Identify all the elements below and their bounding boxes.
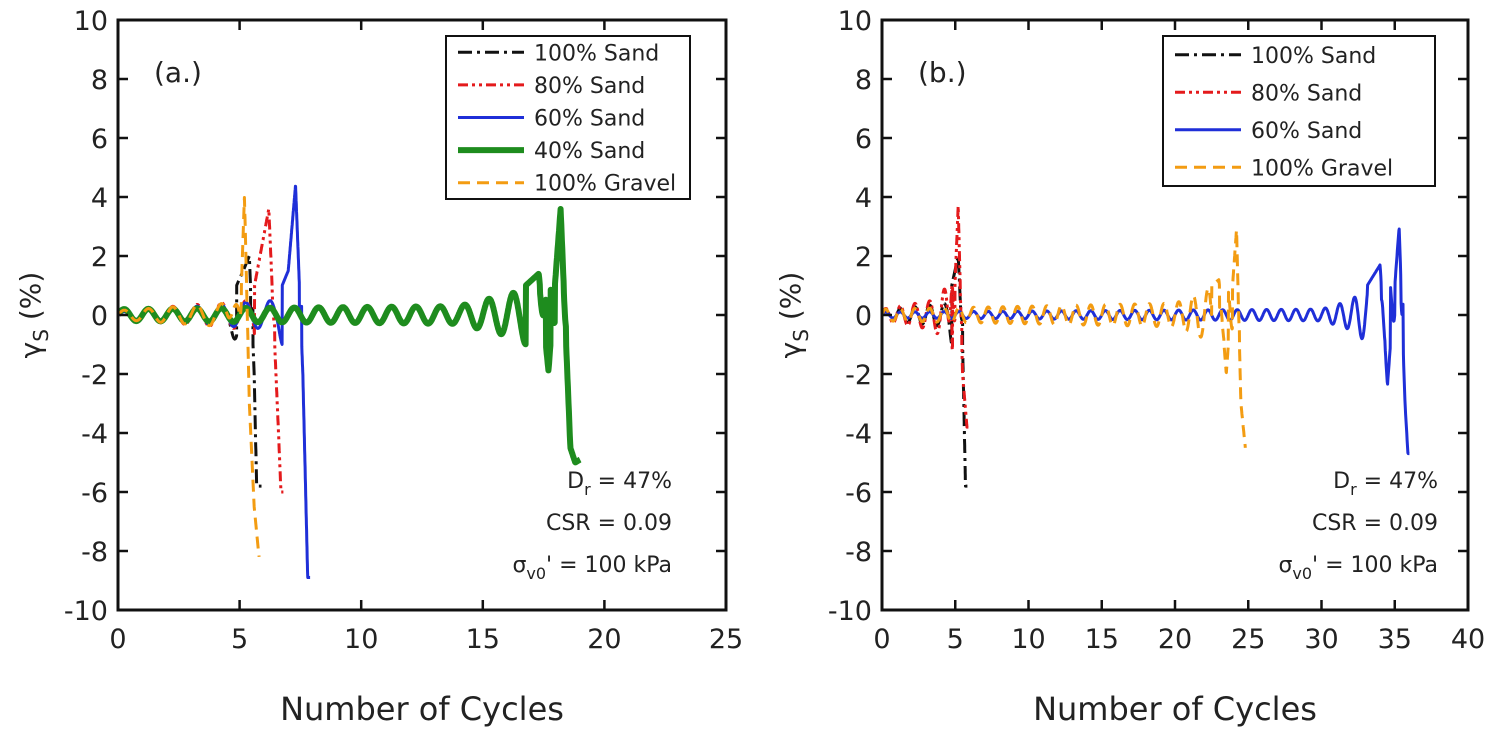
legend-label-40-sand: 40% Sand — [534, 139, 645, 164]
legend-label-60-sand: 60% Sand — [534, 107, 645, 132]
y-tick-label: -10 — [64, 596, 108, 627]
x-tick-label: 15 — [1085, 624, 1119, 655]
y-axis-title-unit: (%) — [774, 272, 807, 329]
y-tick-label: 0 — [91, 301, 108, 332]
series-line-40-sand — [118, 206, 583, 466]
y-tick-label: 0 — [855, 301, 872, 332]
series-line-100-gravel — [882, 228, 1247, 448]
annotation-rest: = 47% — [1357, 469, 1438, 494]
y-tick-label: 4 — [855, 183, 872, 214]
y-tick-label: 6 — [855, 124, 872, 155]
panel-label: (b.) — [918, 56, 967, 89]
y-tick-label: 2 — [91, 242, 108, 273]
annotation-symbol: σ — [512, 553, 526, 578]
x-tick-label: 10 — [1011, 624, 1045, 655]
y-tick-label: -6 — [81, 478, 108, 509]
y-axis-title-unit: (%) — [14, 272, 47, 329]
annotation: Dr = 47% — [567, 469, 672, 499]
y-tick-label: 6 — [91, 124, 108, 155]
y-tick-label: -2 — [81, 360, 108, 391]
series-line-100-sand — [882, 254, 970, 488]
annotation-symbol: σ — [1278, 553, 1292, 578]
annotation: σv0' = 100 kPa — [512, 553, 672, 583]
y-tick-label: -2 — [845, 360, 872, 391]
y-tick-label: 10 — [74, 6, 108, 37]
y-axis-title-subscript: S — [29, 329, 53, 342]
y-tick-label: -10 — [828, 596, 872, 627]
y-tick-label: -8 — [81, 537, 108, 568]
panel-b: -10 -8 -6 -4 -2 0 2 4 6 8 10 0 5 10 15 20 25 30 35 40 Number… — [774, 6, 1485, 728]
annotation-subscript: r — [1350, 480, 1357, 499]
annotation-subscript: r — [584, 480, 591, 499]
legend-label-100-gravel: 100% Gravel — [1251, 156, 1393, 181]
x-tick-label: 0 — [109, 624, 126, 655]
series-line-80-sand — [118, 207, 285, 494]
y-tick-label: -8 — [845, 537, 872, 568]
annotation: CSR = 0.09 — [1312, 511, 1438, 536]
annotation-rest: = 47% — [591, 469, 672, 494]
y-axis-title-subscript: S — [789, 329, 813, 342]
y-tick-label: 2 — [855, 242, 872, 273]
y-tick-label: 10 — [838, 6, 872, 37]
x-tick-label: 15 — [466, 624, 500, 655]
panel-label: (a.) — [154, 56, 202, 89]
x-tick-label: 40 — [1451, 624, 1485, 655]
x-tick-label: 20 — [587, 624, 621, 655]
legend-label-100-sand: 100% Sand — [1251, 44, 1376, 69]
y-tick-label: -6 — [845, 478, 872, 509]
legend-label-100-gravel: 100% Gravel — [534, 172, 676, 197]
annotation-rest: ' = 100 kPa — [1312, 553, 1438, 578]
y-axis-title: γS (%) — [774, 272, 813, 359]
annotation: σv0' = 100 kPa — [1278, 553, 1438, 583]
annotation-symbol: D — [567, 469, 584, 494]
annotation-subscript: v0 — [1292, 564, 1312, 583]
legend: 100% Sand 80% Sand 60% Sand 100% Gravel — [1162, 35, 1436, 187]
y-axis-title-symbol: γ — [774, 342, 807, 359]
annotation-rest: ' = 100 kPa — [546, 553, 672, 578]
legend-label-80-sand: 80% Sand — [1251, 81, 1362, 106]
x-tick-label: 5 — [231, 624, 248, 655]
series-line-100-gravel — [118, 196, 261, 558]
legend: 100% Sand 80% Sand 60% Sand 40% Sand 100% Gr… — [445, 35, 691, 200]
x-tick-label: 5 — [947, 624, 964, 655]
y-tick-label: -4 — [845, 419, 872, 450]
x-tick-label: 35 — [1378, 624, 1412, 655]
x-axis-title: Number of Cycles — [1033, 690, 1317, 728]
x-tick-label: 10 — [344, 624, 378, 655]
y-axis-title-symbol: γ — [14, 342, 47, 359]
annotation: CSR = 0.09 — [546, 511, 672, 536]
x-tick-label: 20 — [1158, 624, 1192, 655]
x-tick-label: 30 — [1304, 624, 1338, 655]
series-lines — [118, 184, 583, 579]
x-tick-label: 25 — [709, 624, 743, 655]
annotation-subscript: v0 — [526, 564, 546, 583]
series-line-60-sand — [118, 184, 312, 579]
y-tick-label: 8 — [855, 65, 872, 96]
annotation: Dr = 47% — [1333, 469, 1438, 499]
legend-label-100-sand: 100% Sand — [534, 41, 659, 66]
x-tick-label: 0 — [873, 624, 890, 655]
annotation-symbol: D — [1333, 469, 1350, 494]
x-axis-title: Number of Cycles — [280, 690, 564, 728]
series-lines — [882, 204, 1411, 488]
x-tick-label: 25 — [1231, 624, 1265, 655]
legend-label-80-sand: 80% Sand — [534, 74, 645, 99]
legend-label-60-sand: 60% Sand — [1251, 119, 1362, 144]
y-tick-label: -4 — [81, 419, 108, 450]
panel-a: -10 -8 -6 -4 -2 0 2 4 6 8 10 0 5 10 15 20 25 Number of Cy… — [14, 6, 743, 728]
y-tick-label: 4 — [91, 183, 108, 214]
legend-box — [1162, 35, 1436, 187]
y-axis-title: γS (%) — [14, 272, 53, 359]
y-tick-label: 8 — [91, 65, 108, 96]
